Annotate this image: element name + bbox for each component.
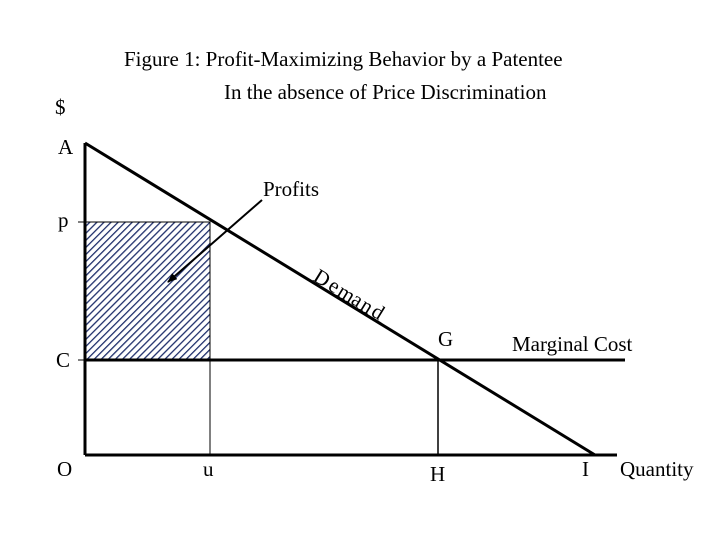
profits-arrow	[167, 199, 263, 283]
marginal-cost-label: Marginal Cost	[512, 332, 633, 356]
profits-label: Profits	[263, 177, 319, 201]
demand-label: D e m a n d	[309, 264, 389, 325]
point-label-p: p	[58, 208, 69, 232]
profit-area	[84, 221, 211, 361]
figure-title-line-2: In the absence of Price Discrimination	[224, 80, 547, 104]
point-label-u: u	[203, 457, 214, 481]
point-label-a: A	[58, 135, 74, 159]
point-label-h: H	[430, 462, 445, 486]
y-axis-label: $	[55, 95, 66, 119]
figure-title-line-1: Figure 1: Profit-Maximizing Behavior by …	[124, 47, 563, 71]
origin-label: O	[57, 457, 72, 481]
point-label-i: I	[582, 457, 589, 481]
point-label-c: C	[56, 348, 70, 372]
x-axis-label: Quantity	[620, 457, 694, 481]
point-label-g: G	[438, 327, 453, 351]
demand-curve	[84, 141, 596, 457]
